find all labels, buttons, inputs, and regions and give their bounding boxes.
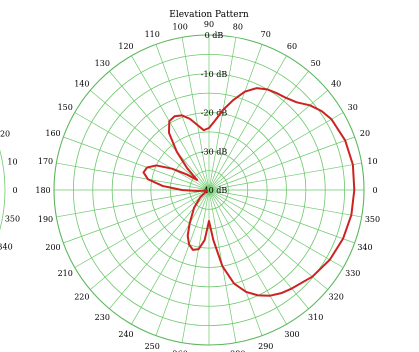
radial-tick-label: -30 dB (201, 147, 228, 156)
angle-tick-label: 230 (95, 313, 110, 322)
angle-tick-label: 300 (284, 330, 299, 339)
radial-tick-label: -10 dB (201, 70, 228, 79)
angle-tick-label: 150 (58, 103, 73, 112)
angle-tick-label: 200 (45, 243, 60, 252)
angle-tick-label: 290 (258, 342, 273, 351)
angle-tick-label: 170 (38, 157, 53, 166)
angle-tick-label: 310 (308, 313, 323, 322)
angle-tick-label: 160 (45, 129, 60, 138)
adjacent-angle-label: 20 (0, 130, 10, 139)
angle-tick-label: 10 (367, 157, 377, 166)
angle-tick-label: 320 (329, 293, 344, 302)
angle-tick-label: 40 (331, 79, 341, 88)
angle-tick-label: 80 (233, 23, 243, 32)
adjacent-angle-label: 350 (5, 215, 20, 224)
radial-tick-label: 0 dB (205, 31, 224, 40)
radial-tick-labels: 0 dB -10 dB -20 dB -30 dB -40 dB (201, 31, 228, 195)
angle-tick-label: 30 (348, 103, 358, 112)
angle-tick-label: 250 (145, 342, 160, 351)
angle-tick-label: 140 (74, 79, 89, 88)
angle-tick-label: 260 (173, 349, 188, 352)
adjacent-chart-ring (0, 149, 6, 231)
radial-grid-ring (131, 112, 287, 268)
angle-tick-label: 280 (230, 349, 245, 352)
angle-tick-label: 50 (311, 59, 321, 68)
radial-grid-ring (169, 150, 249, 230)
adjacent-chart-fragment: 20 10 0 350 340 (0, 130, 20, 251)
angle-tick-label: 0 (372, 186, 377, 195)
adjacent-angle-label: 0 (12, 186, 17, 195)
radial-tick-label: -20 dB (201, 109, 228, 118)
chart-title: Elevation Pattern (169, 10, 249, 20)
angle-tick-label: 340 (357, 243, 372, 252)
angle-tick-label: 180 (35, 186, 50, 195)
angle-tick-label: 20 (360, 129, 370, 138)
radial-grid-ring (150, 131, 268, 249)
radial-grid-ring (92, 73, 326, 307)
radial-tick-label: -40 dB (201, 186, 228, 195)
angle-tick-label: 100 (173, 23, 188, 32)
angle-tick-label: 220 (74, 293, 89, 302)
radial-grid-ring (53, 34, 365, 346)
angle-tick-label: 110 (145, 30, 160, 39)
adjacent-angle-label: 10 (7, 157, 17, 166)
angle-tick-label: 130 (95, 59, 110, 68)
angle-tick-label: 210 (58, 269, 73, 278)
angle-tick-label: 90 (204, 20, 214, 29)
radial-grid-ring (72, 53, 346, 327)
angle-tick-label: 350 (365, 215, 380, 224)
angle-tick-label: 240 (118, 330, 133, 339)
angle-tick-label: 330 (345, 269, 360, 278)
series-layer (142, 87, 356, 297)
angle-tick-label: 70 (261, 30, 271, 39)
adjacent-angle-label: 340 (0, 242, 13, 251)
pattern-series-line (142, 87, 356, 297)
radial-grid-ring (111, 92, 307, 288)
radial-grid (53, 34, 365, 346)
angle-tick-label: 190 (38, 215, 53, 224)
angle-tick-label: 60 (287, 42, 297, 51)
angle-tick-labels: 0 10 20 30 40 50 60 70 80 90 100 110 120 130 140 150 160… (35, 20, 380, 352)
angle-tick-label: 120 (118, 42, 133, 51)
